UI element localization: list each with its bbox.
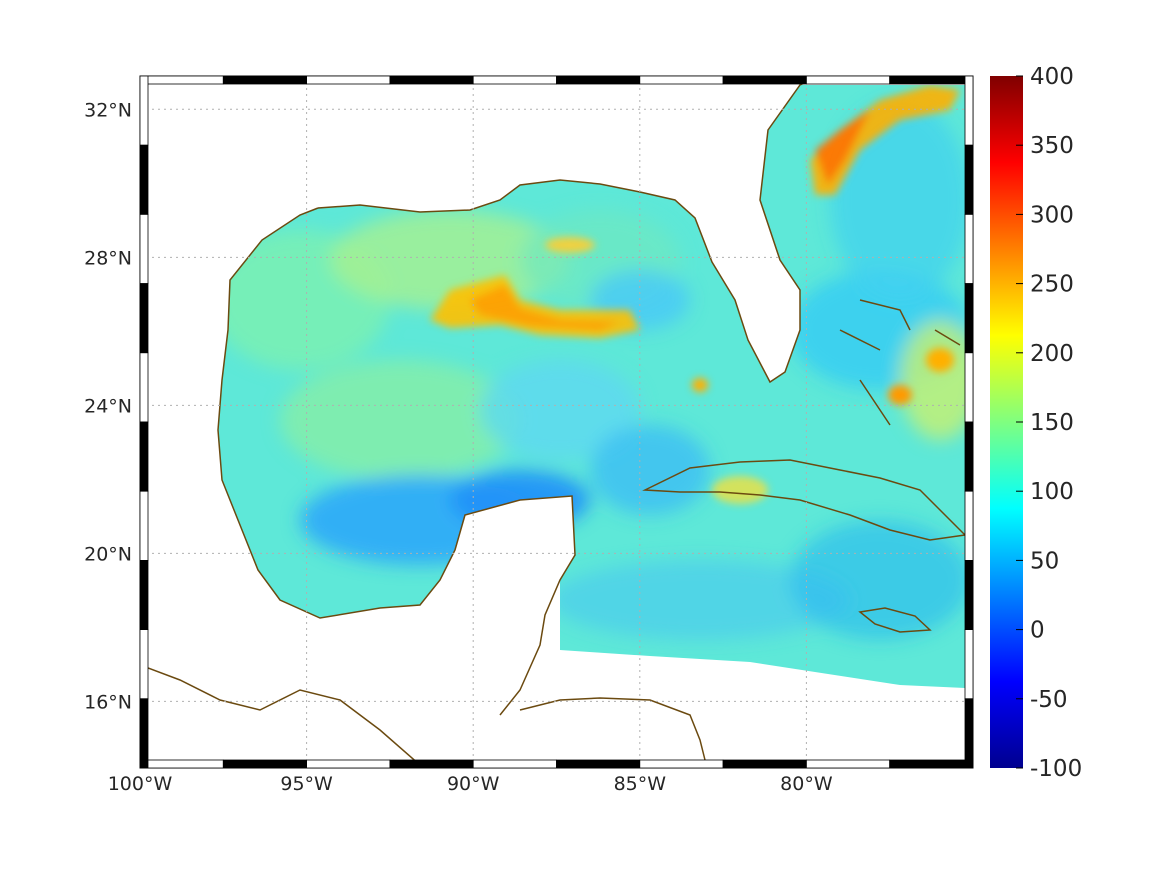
frame-segment: [139, 629, 149, 700]
frame-segment: [139, 490, 149, 561]
colorbar-tick-label: -50: [1030, 687, 1068, 713]
central-america-coast: [148, 667, 418, 762]
frame-segment: [964, 490, 974, 561]
frame-segment: [139, 698, 149, 769]
frame-segment: [806, 75, 891, 85]
frame-segment: [964, 698, 974, 769]
colorbar-tick-label: 350: [1030, 133, 1074, 159]
lon-tick-label: 95°W: [280, 773, 333, 795]
lat-tick-label: 28°N: [84, 247, 132, 269]
gulf-coast-north: [317, 82, 809, 384]
frame-segment: [964, 421, 974, 492]
colorbar-tick-label: 50: [1030, 548, 1059, 574]
frame-segment: [306, 759, 391, 769]
frame-segment: [889, 75, 974, 85]
lat-tick-label: 16°N: [84, 691, 132, 713]
frame-segment: [889, 759, 974, 769]
frame-segment: [472, 759, 557, 769]
frame-segment: [139, 283, 149, 354]
frame-segment: [222, 75, 308, 85]
longitude-labels: 100°W 95°W 90°W 85°W 80°W: [108, 773, 833, 795]
colorbar-tick-label: 100: [1030, 479, 1074, 505]
bahamas: [839, 299, 961, 426]
frame-segment: [964, 213, 974, 284]
frame-segment: [306, 75, 391, 85]
lon-tick-label: 100°W: [108, 773, 173, 795]
colorbar-tick-label: 0: [1030, 618, 1045, 644]
frame-segment: [722, 759, 807, 769]
frame-segment: [964, 75, 974, 146]
lon-tick-label: 90°W: [447, 773, 500, 795]
jamaica: [858, 607, 932, 633]
colorbar-tick-label: 250: [1030, 272, 1074, 298]
frame-segment: [722, 75, 807, 85]
frame-segment: [389, 75, 474, 85]
frame-segment: [964, 629, 974, 700]
frame-segment: [964, 283, 974, 354]
colorbar-tick-label: 200: [1030, 341, 1074, 367]
data-field: [218, 85, 965, 688]
lat-tick-label: 24°N: [84, 395, 132, 417]
map-frame: [139, 75, 974, 769]
frame-segment: [639, 759, 724, 769]
frame-segment: [139, 75, 224, 85]
frame-segment: [556, 75, 641, 85]
cuba: [642, 459, 965, 541]
lon-tick-label: 85°W: [614, 773, 667, 795]
lon-tick-label: 80°W: [780, 773, 833, 795]
frame-segment: [964, 144, 974, 215]
frame-segment: [556, 759, 641, 769]
frame-segment: [964, 352, 974, 423]
frame-segment: [139, 213, 149, 284]
lat-tick-label: 32°N: [84, 99, 132, 121]
frame-segment: [964, 560, 974, 631]
frame-segment: [139, 144, 149, 215]
latitude-labels: 16°N 20°N 24°N 28°N 32°N: [84, 99, 132, 713]
coastline: [148, 82, 965, 762]
frame-segment: [639, 75, 724, 85]
frame-segment: [222, 759, 308, 769]
frame-segment: [139, 75, 149, 146]
colorbar: 400 350 300 250 200 150 100 50 0 -50 -100: [990, 64, 1082, 782]
frame-segment: [472, 75, 557, 85]
frame-segment: [139, 560, 149, 631]
colorbar-labels: 400 350 300 250 200 150 100 50 0 -50 -100: [1016, 64, 1082, 782]
frame-segment: [139, 421, 149, 492]
honduras-coast: [519, 697, 706, 761]
lat-tick-label: 20°N: [84, 543, 132, 565]
frame-segment: [806, 759, 891, 769]
colorbar-tick-label: 150: [1030, 410, 1074, 436]
frame-segment: [389, 759, 474, 769]
colorbar-tick-label: 300: [1030, 202, 1074, 228]
gulf-coast-west: [217, 207, 576, 716]
colorbar-tick-label: -100: [1030, 756, 1082, 782]
frame-segment: [139, 352, 149, 423]
colorbar-tick-label: 400: [1030, 64, 1074, 90]
frame-segment: [139, 759, 224, 769]
